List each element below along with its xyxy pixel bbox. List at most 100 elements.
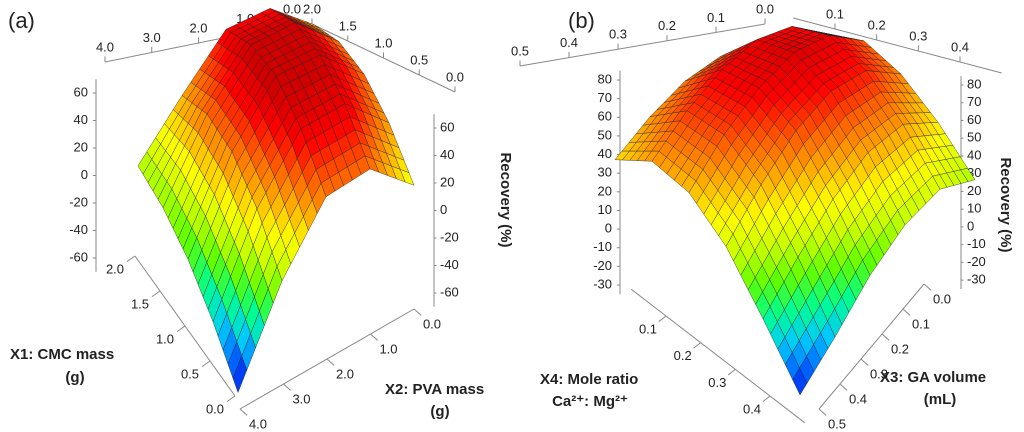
tick-mark (693, 342, 701, 349)
z-tick-label: 0 (967, 218, 974, 233)
z-tick-label: 40 (74, 112, 88, 127)
y-tick-label: 2.0 (189, 20, 207, 35)
z-tick-label: -10 (593, 239, 612, 254)
y-tick-label: 2.0 (336, 366, 354, 381)
y-tick-label: 0.1 (826, 6, 844, 21)
x-tick-label: 0.2 (674, 348, 692, 363)
tick-mark (126, 255, 136, 263)
y-tick-label: 0.3 (870, 366, 888, 381)
y-tick-label: 0.3 (909, 28, 927, 43)
x-tick-label: 0.2 (658, 18, 676, 33)
z-tick-label: 40 (967, 147, 981, 162)
z-tick-label: 60 (967, 112, 981, 127)
tick-mark (326, 358, 335, 366)
x-tick-label: 0.0 (446, 69, 464, 84)
z-tick-label: 30 (598, 165, 612, 180)
x-tick-label: 0.1 (639, 321, 657, 336)
y-tick-label: 0.4 (849, 391, 867, 406)
x-tick-label: 1.5 (131, 296, 149, 311)
tick-mark (283, 383, 292, 391)
x-tick-label: 2.0 (106, 261, 124, 276)
z-axis-title: Recovery (%) (997, 157, 1014, 252)
tick-mark (658, 315, 667, 322)
z-tick-label: -20 (69, 194, 88, 209)
y-axis-title: X3: GA volume (880, 369, 986, 386)
tick-mark (902, 308, 911, 316)
x-tick-label: 0.0 (206, 401, 224, 416)
z-axis-title: Recovery (%) (497, 152, 514, 247)
z-tick-label: -30 (967, 272, 986, 287)
z-tick-label: 70 (967, 94, 981, 109)
x-tick-label: 0.5 (181, 366, 199, 381)
x-axis-title: Ca²⁺: Mg²⁺ (552, 393, 628, 410)
tick-mark (413, 308, 422, 316)
y-tick-label: 0.1 (912, 316, 930, 331)
tick-mark (727, 368, 736, 376)
z-tick-label: 20 (598, 183, 612, 198)
x-tick-label: 1.5 (339, 18, 357, 33)
z-tick-label: 60 (440, 119, 454, 134)
tick-mark (860, 358, 869, 366)
x-tick-label: 0.4 (743, 401, 761, 416)
z-tick-label: 20 (967, 183, 981, 198)
x-tick-label: 0.1 (707, 10, 725, 25)
y-tick-label: 0.2 (891, 341, 909, 356)
z-tick-label: -60 (69, 249, 88, 264)
y-axis-title: (mL) (924, 391, 957, 408)
y-tick-label: 4.0 (96, 39, 114, 54)
tick-mark (818, 408, 827, 416)
y-tick-label: 3.0 (292, 391, 310, 406)
x-axis-title: (g) (65, 369, 84, 386)
z-tick-label: 70 (598, 90, 612, 105)
z-tick-label: -20 (967, 254, 986, 269)
axis-edge (630, 288, 806, 424)
panel-label: (a) (8, 8, 35, 33)
chart-panel: 0.10.20.30.40.00.10.20.30.40.50.00.10.20… (511, 1, 1014, 431)
z-tick-label: 60 (598, 109, 612, 124)
tick-mark (881, 333, 890, 341)
tick-mark (239, 408, 248, 416)
tick-mark (151, 290, 161, 298)
z-tick-label: 20 (74, 139, 88, 154)
tick-mark (176, 325, 186, 333)
z-tick-label: 0 (440, 202, 447, 217)
z-tick-label: 10 (598, 202, 612, 217)
y-tick-label: 0.2 (868, 17, 886, 32)
x-axis-title: X4: Mole ratio (540, 371, 638, 388)
x-tick-label: 1.0 (156, 331, 174, 346)
z-tick-label: 80 (967, 76, 981, 91)
axis-edge (793, 17, 1002, 74)
z-tick-label: -10 (967, 236, 986, 251)
y-tick-label: 1.0 (379, 341, 397, 356)
z-tick-label: 10 (967, 201, 981, 216)
z-tick-label: 40 (598, 146, 612, 161)
z-tick-label: 60 (74, 84, 88, 99)
tick-mark (370, 333, 379, 341)
tick-mark (762, 395, 771, 403)
y-axis-title: X2: PVA mass (385, 381, 484, 398)
tick-mark (201, 360, 211, 368)
tick-mark (226, 395, 236, 403)
x-tick-label: 0.3 (609, 27, 627, 42)
x-axis-title: X1: CMC mass (10, 346, 114, 363)
z-tick-label: 40 (440, 147, 454, 162)
y-tick-label: 0.4 (951, 39, 969, 54)
x-tick-label: 0.0 (756, 1, 774, 16)
z-tick-label: -20 (440, 229, 459, 244)
y-tick-label: 0.0 (933, 291, 951, 306)
z-tick-label: -40 (440, 257, 459, 272)
surface-patch (792, 367, 808, 396)
z-tick-label: 0 (605, 221, 612, 236)
chart-panel: 0.00.51.01.52.00.01.02.03.04.00.01.02.03… (8, 1, 514, 431)
axis-edge (519, 23, 766, 67)
z-tick-label: 80 (598, 71, 612, 86)
z-tick-label: 50 (598, 127, 612, 142)
panel-label: (b) (568, 8, 595, 33)
x-tick-label: 1.0 (374, 35, 392, 50)
x-tick-label: 0.4 (560, 35, 578, 50)
z-tick-label: 20 (440, 174, 454, 189)
y-tick-label: 3.0 (143, 30, 161, 45)
x-tick-label: 0.5 (410, 52, 428, 67)
z-tick-label: 50 (967, 130, 981, 145)
